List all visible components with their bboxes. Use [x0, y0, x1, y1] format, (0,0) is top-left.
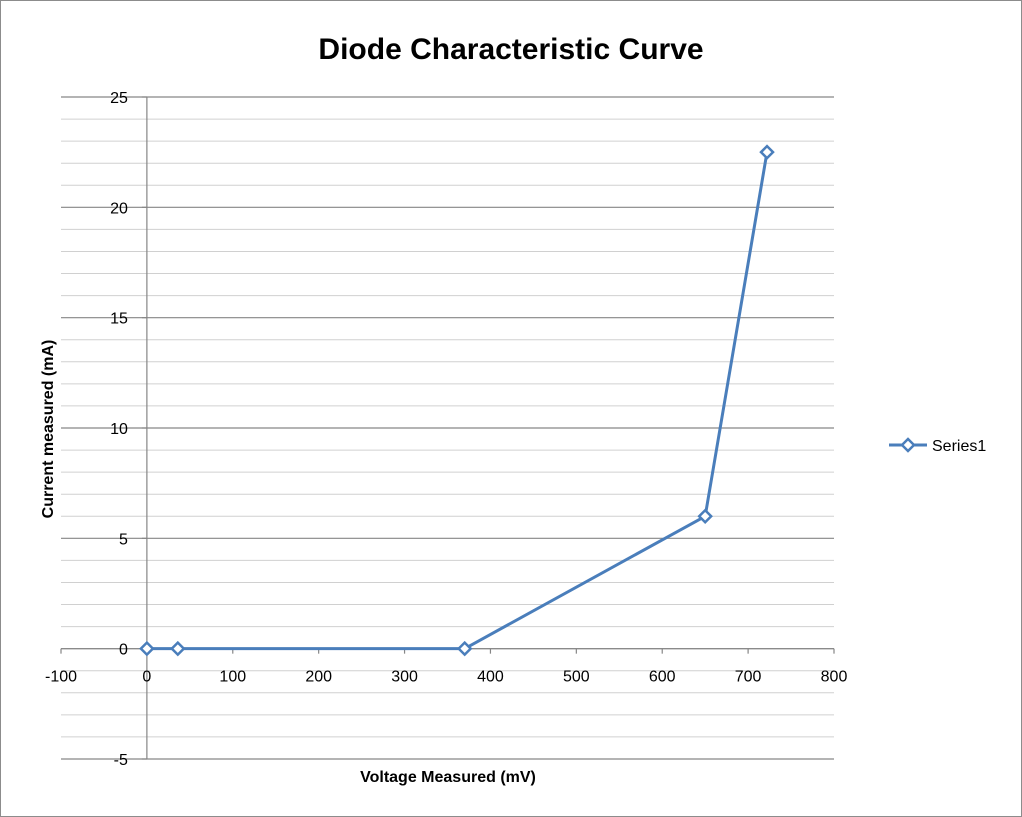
- x-tick-label: 700: [735, 669, 762, 686]
- data-point: [759, 144, 775, 160]
- x-tick-label: 200: [305, 669, 332, 686]
- series-layer: [139, 144, 775, 657]
- data-point: [456, 640, 473, 657]
- data-point: [170, 640, 186, 657]
- legend-marker: [900, 437, 916, 453]
- y-tick-label: 20: [110, 200, 128, 217]
- grid-layer: [61, 96, 834, 760]
- x-axis-title: Voltage Measured (mV): [360, 769, 536, 786]
- x-tick-label: 800: [821, 669, 848, 686]
- y-axis-title: Current measured (mA): [40, 340, 57, 519]
- x-tick-label: 300: [391, 669, 418, 686]
- data-point: [139, 640, 155, 657]
- y-tick-label: 15: [110, 311, 128, 328]
- data-point: [697, 508, 713, 525]
- x-tick-label: 100: [219, 669, 246, 686]
- tick-labels: -5 0 5 10 15 20 25 -100 0 100 200 300 400 500 600 700 80…: [45, 90, 847, 769]
- y-tick-label: -5: [114, 752, 128, 769]
- y-tick-label: 25: [110, 90, 128, 107]
- y-tick-label: 5: [119, 531, 128, 548]
- y-tick-label: 10: [110, 421, 128, 438]
- chart-title: Diode Characteristic Curve: [318, 33, 703, 66]
- x-tick-label: -100: [45, 669, 77, 686]
- x-tick-label: 500: [563, 669, 590, 686]
- y-tick-label: 0: [119, 642, 128, 659]
- legend-label-series1: Series1: [932, 438, 986, 455]
- x-tick-label: 0: [142, 669, 151, 686]
- legend: Series1: [889, 437, 986, 455]
- x-tick-label: 600: [649, 669, 676, 686]
- x-tick-label: 400: [477, 669, 504, 686]
- series-line: [146, 151, 769, 651]
